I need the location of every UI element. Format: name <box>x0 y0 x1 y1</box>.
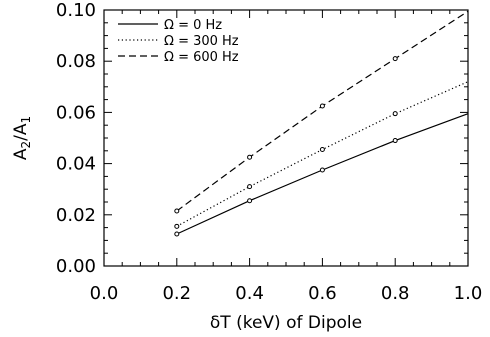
x-tick-label: 0.8 <box>381 283 410 304</box>
y-label-sub2: 2 <box>19 141 33 149</box>
data-point-solid <box>174 231 180 237</box>
y-label-slash: /A <box>11 123 31 141</box>
y-label-main: A <box>11 148 31 160</box>
legend-label-dotted: Ω = 300 Hz <box>164 34 239 49</box>
data-point-dashed <box>247 154 253 160</box>
x-tick-label: 1.0 <box>454 283 483 304</box>
data-point-dotted <box>319 147 325 153</box>
y-axis-label: A2/A1 <box>11 116 33 160</box>
legend-label-solid: Ω = 0 Hz <box>164 18 222 33</box>
axis-ticks <box>103 9 469 267</box>
x-axis-label: δT (keV) of Dipole <box>210 313 362 333</box>
data-point-dashed <box>319 103 325 109</box>
series-line-dotted <box>176 81 469 227</box>
plot-frame <box>103 9 469 267</box>
y-tick-label: 0.06 <box>56 102 96 123</box>
x-tick-label: 0.4 <box>235 283 264 304</box>
data-point-dashed <box>392 56 398 62</box>
y-tick-label: 0.02 <box>56 205 96 226</box>
data-point-solid <box>247 198 253 204</box>
y-label-sub1: 1 <box>19 116 33 124</box>
legend: Ω = 0 HzΩ = 300 HzΩ = 600 Hz <box>118 18 239 65</box>
series-line-solid <box>176 113 469 235</box>
y-tick-label: 0.04 <box>56 154 96 175</box>
data-point-solid <box>319 167 325 173</box>
series-layer <box>174 10 469 237</box>
x-tick-label: 0.0 <box>90 283 119 304</box>
data-point-dotted <box>247 184 253 190</box>
x-tick-label: 0.6 <box>308 283 337 304</box>
tick-labels: 0.0 0.2 0.4 0.6 0.8 1.0 0.00 0.02 0.04 0.06 0.08 0.… <box>56 0 482 304</box>
legend-label-dashed: Ω = 600 Hz <box>164 50 239 65</box>
data-point-solid <box>392 138 398 144</box>
data-point-dashed <box>174 208 180 214</box>
data-point-dotted <box>392 111 398 117</box>
data-point-dotted <box>174 223 180 229</box>
y-tick-label: 0.00 <box>56 256 96 277</box>
y-tick-label: 0.10 <box>56 0 96 21</box>
y-tick-label: 0.08 <box>56 51 96 72</box>
x-tick-label: 0.2 <box>162 283 191 304</box>
